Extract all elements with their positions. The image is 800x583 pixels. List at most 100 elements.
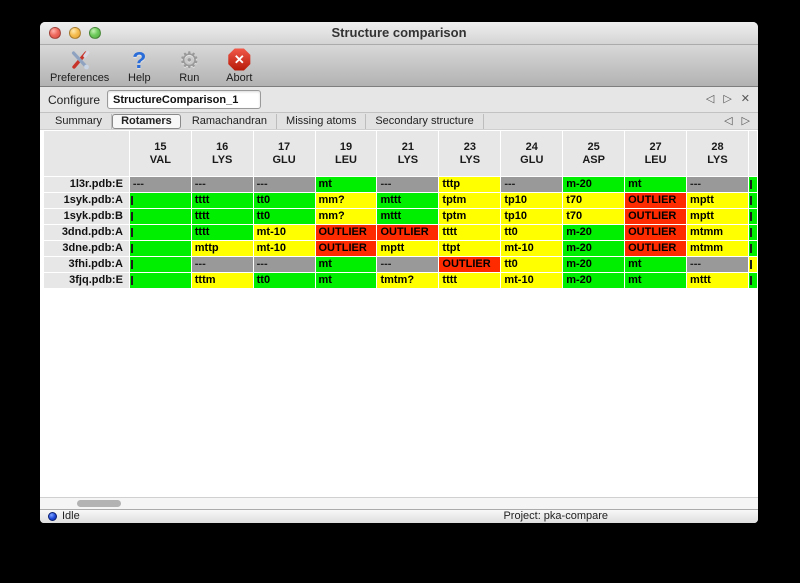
rotamer-cell[interactable] xyxy=(129,225,191,240)
titlebar[interactable]: Structure comparison xyxy=(40,22,758,45)
config-close-icon[interactable]: ✕ xyxy=(740,93,750,105)
rotamer-cell[interactable]: --- xyxy=(501,177,563,192)
rotamer-cell[interactable]: --- xyxy=(687,177,748,192)
rotamer-cell[interactable]: --- xyxy=(129,177,191,192)
config-next-icon[interactable]: ▷ xyxy=(723,93,732,105)
rotamer-cell[interactable] xyxy=(129,273,191,288)
rotamer-cell[interactable]: tp10 xyxy=(501,193,563,208)
rotamer-cell[interactable]: mttt xyxy=(687,273,748,288)
rotamer-cell[interactable]: OUTLIER xyxy=(315,225,377,240)
rotamer-cell[interactable]: tt0 xyxy=(501,225,563,240)
tab-summary[interactable]: Summary xyxy=(46,113,113,129)
rotamer-cell[interactable]: --- xyxy=(253,257,315,272)
help-button[interactable]: ? Help xyxy=(119,47,159,85)
rotamer-cell[interactable]: mttt xyxy=(377,193,439,208)
configure-input[interactable] xyxy=(107,90,262,109)
minimize-button[interactable] xyxy=(69,27,81,39)
rotamer-cell[interactable]: OUTLIER xyxy=(377,225,439,240)
rotamer-cell[interactable]: mt xyxy=(315,273,377,288)
preferences-button[interactable]: Preferences xyxy=(50,47,109,84)
rotamer-cell[interactable]: mm? xyxy=(315,193,377,208)
tab-missing-atoms[interactable]: Missing atoms xyxy=(277,113,367,129)
rotamer-cell[interactable]: mtmm xyxy=(687,225,748,240)
rotamer-cell[interactable]: OUTLIER xyxy=(625,241,687,256)
rotamer-cell[interactable]: OUTLIER xyxy=(625,193,687,208)
rotamer-cell[interactable]: mt-10 xyxy=(501,273,563,288)
row-header[interactable]: 3fjq.pdb:E xyxy=(44,273,129,288)
row-header[interactable]: 1l3r.pdb:E xyxy=(44,177,129,192)
rotamer-cell[interactable]: tptm xyxy=(439,193,501,208)
column-header-28[interactable]: 28 LYS xyxy=(687,131,748,176)
row-header[interactable]: 3fhi.pdb:A xyxy=(44,257,129,272)
rotamer-cell[interactable]: mttt xyxy=(377,209,439,224)
column-header-23[interactable]: 23 LYS xyxy=(439,131,501,176)
rotamer-cell[interactable]: mptt xyxy=(687,193,748,208)
rotamer-cell[interactable]: tt0 xyxy=(253,209,315,224)
rotamer-cell[interactable]: OUTLIER xyxy=(439,257,501,272)
tab-rotamers[interactable]: Rotamers xyxy=(112,113,181,129)
rotamer-cell[interactable]: t70 xyxy=(563,209,625,224)
rotamer-cell[interactable] xyxy=(129,209,191,224)
rotamer-cell[interactable]: tttt xyxy=(439,273,501,288)
row-header[interactable]: 1syk.pdb:B xyxy=(44,209,129,224)
rotamer-cell[interactable]: mptt xyxy=(377,241,439,256)
rotamer-cell[interactable]: tttt xyxy=(439,225,501,240)
rotamer-cell[interactable]: tmtm? xyxy=(377,273,439,288)
horizontal-scrollbar[interactable] xyxy=(40,497,758,509)
column-header-27[interactable]: 27 LEU xyxy=(625,131,687,176)
rotamer-cell[interactable]: mptt xyxy=(687,209,748,224)
rotamer-cell[interactable]: ttpt xyxy=(439,241,501,256)
tab-secondary-structure[interactable]: Secondary structure xyxy=(366,113,484,129)
rotamer-cell[interactable]: m-20 xyxy=(563,241,625,256)
rotamer-cell[interactable]: mt xyxy=(625,177,687,192)
rotamer-cell[interactable]: tttt xyxy=(191,225,253,240)
run-button[interactable]: ⚙ Run xyxy=(169,47,209,85)
rotamer-cell[interactable]: --- xyxy=(253,177,315,192)
rotamer-cell[interactable]: m-20 xyxy=(563,225,625,240)
tab-ramachandran[interactable]: Ramachandran xyxy=(183,113,278,129)
close-button[interactable] xyxy=(49,27,61,39)
rotamer-cell[interactable]: mm? xyxy=(315,209,377,224)
rotamer-cell[interactable] xyxy=(129,257,191,272)
row-header[interactable]: 3dne.pdb:A xyxy=(44,241,129,256)
rotamer-cell[interactable]: tttt xyxy=(191,193,253,208)
rotamer-cell[interactable]: tttp xyxy=(439,177,501,192)
rotamer-cell[interactable]: mtmm xyxy=(687,241,748,256)
rotamer-cell[interactable]: m-20 xyxy=(563,273,625,288)
rotamer-cell[interactable]: --- xyxy=(687,257,748,272)
abort-button[interactable]: ✕ Abort xyxy=(219,47,259,84)
rotamer-cell[interactable]: mt-10 xyxy=(253,225,315,240)
rotamer-cell[interactable]: t70 xyxy=(563,193,625,208)
rotamer-cell[interactable]: --- xyxy=(377,257,439,272)
rotamer-cell[interactable] xyxy=(129,241,191,256)
rotamer-cell[interactable]: mt xyxy=(625,257,687,272)
rotamer-cell[interactable]: tttm xyxy=(191,273,253,288)
rotamer-cell[interactable]: tp10 xyxy=(501,209,563,224)
rotamer-cell[interactable]: tt0 xyxy=(253,273,315,288)
rotamer-cell[interactable] xyxy=(129,193,191,208)
rotamer-cell[interactable]: mt-10 xyxy=(253,241,315,256)
rotamer-cell[interactable]: --- xyxy=(377,177,439,192)
row-header[interactable]: 3dnd.pdb:A xyxy=(44,225,129,240)
rotamer-cell[interactable]: tptm xyxy=(439,209,501,224)
column-header-16[interactable]: 16 LYS xyxy=(191,131,253,176)
tabs-prev-icon[interactable]: ◁ xyxy=(724,114,733,127)
rotamer-cell[interactable]: mttp xyxy=(191,241,253,256)
rotamer-cell[interactable]: mt-10 xyxy=(501,241,563,256)
column-header-25[interactable]: 25 ASP xyxy=(563,131,625,176)
column-header-17[interactable]: 17 GLU xyxy=(253,131,315,176)
row-header[interactable]: 1syk.pdb:A xyxy=(44,193,129,208)
rotamer-cell[interactable]: mt xyxy=(315,177,377,192)
tabs-next-icon[interactable]: ▷ xyxy=(741,114,750,127)
rotamer-cell[interactable]: --- xyxy=(191,257,253,272)
rotamer-cell[interactable]: OUTLIER xyxy=(315,241,377,256)
column-header-15[interactable]: 15 VAL xyxy=(129,131,191,176)
rotamer-cell[interactable]: m-20 xyxy=(563,257,625,272)
column-header-21[interactable]: 21 LYS xyxy=(377,131,439,176)
rotamer-cell[interactable]: OUTLIER xyxy=(625,209,687,224)
column-header-19[interactable]: 19 LEU xyxy=(315,131,377,176)
config-prev-icon[interactable]: ◁ xyxy=(705,93,715,105)
rotamer-cell[interactable]: tt0 xyxy=(253,193,315,208)
rotamer-cell[interactable]: m-20 xyxy=(563,177,625,192)
rotamer-cell[interactable]: --- xyxy=(191,177,253,192)
